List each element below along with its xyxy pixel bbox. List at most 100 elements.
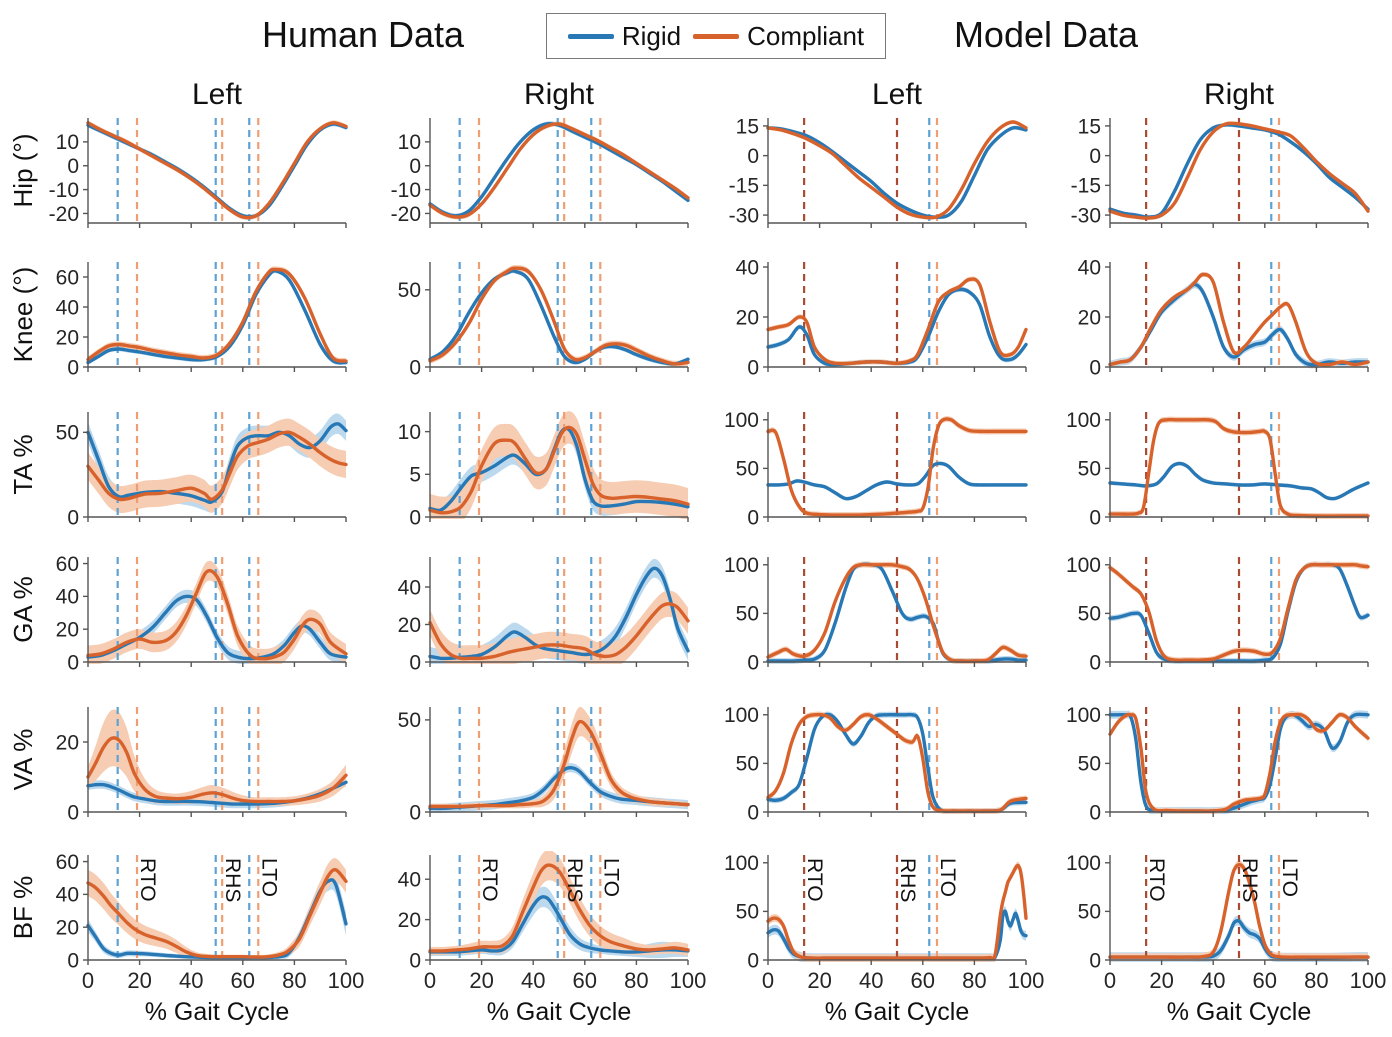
y-tick-label: 50 — [736, 901, 759, 924]
x-tick-label: 0 — [424, 968, 436, 993]
ga-model-left-compliant-band — [768, 561, 1026, 664]
y-tick-label: 10 — [56, 131, 79, 154]
y-tick-label: 15 — [736, 115, 759, 138]
bf-human-right-rigid-band — [430, 886, 688, 959]
row-label-ga: GA % — [8, 576, 38, 642]
x-tick-label: 60 — [573, 968, 597, 993]
x-tick-label: 40 — [1201, 968, 1225, 993]
subplot-va-model-right: 0 50 100 — [1066, 704, 1370, 824]
va-human-right-compliant-band — [430, 706, 688, 810]
bf-human-right-rigid-line — [428, 895, 690, 954]
y-tick-label: 50 — [1078, 901, 1101, 924]
y-tick-label: 20 — [56, 619, 79, 642]
ta-model-left-compliant-line — [766, 417, 1028, 517]
y-tick-label: 0 — [1089, 949, 1101, 972]
legend: Rigid Compliant — [546, 13, 886, 59]
y-tick-label: 100 — [724, 554, 759, 577]
subplot-ga-model-left: 0 50 100 — [724, 554, 1028, 674]
y-tick-label: 60 — [56, 553, 79, 576]
bf-human-right-compliant-band — [430, 851, 688, 956]
event-label-rto: RTO — [1145, 858, 1168, 902]
y-tick-label: -10 — [391, 179, 421, 202]
subplot-va-human-left: 0 20 VA % — [8, 707, 348, 824]
subplot-hip-human-right: 100-10-20 — [391, 118, 690, 228]
y-tick-label: -20 — [391, 203, 421, 226]
y-tick-label: -20 — [49, 203, 79, 226]
subplot-knee-model-left: 0 20 40 — [736, 256, 1028, 379]
knee-model-right-rigid-band — [1110, 280, 1368, 369]
hip-human-left-compliant-line — [86, 121, 348, 220]
x-tick-label: 40 — [179, 968, 203, 993]
event-label-lto: LTO — [1278, 858, 1301, 897]
subplot-ta-human-left: 0 50 TA % — [8, 412, 348, 529]
y-tick-label: 0 — [409, 651, 421, 674]
x-tick-label: 100 — [1350, 968, 1387, 993]
subplot-ga-human-left: 0 20 40 60 GA % — [8, 553, 348, 674]
x-tick-label: 0 — [1104, 968, 1116, 993]
x-tick-label: 60 — [911, 968, 935, 993]
ta-human-right-compliant-band — [430, 411, 688, 519]
x-tick-label: 80 — [962, 968, 986, 993]
hip-model-left-rigid-line — [766, 125, 1028, 219]
knee-human-left-compliant-line — [86, 267, 348, 363]
y-tick-label: 20 — [56, 917, 79, 940]
x-tick-label: 20 — [1149, 968, 1173, 993]
x-axis-label: % Gait Cycle — [1167, 998, 1311, 1026]
y-tick-label: 10 — [398, 131, 421, 154]
y-tick-label: 0 — [747, 506, 759, 529]
x-tick-label: 100 — [670, 968, 707, 993]
bf-human-left-compliant-band — [88, 858, 346, 960]
y-tick-label: 0 — [1089, 356, 1101, 379]
subplot-bf-human-right: 0 20 40 0 20 40 60 80 100 % Gait Cycle RTO RHS LTO — [398, 851, 706, 1026]
subplot-knee-human-left: 0 20 40 60 Knee (°) — [8, 262, 348, 379]
ta-model-right-compliant-line — [1108, 417, 1370, 518]
y-tick-label: 0 — [67, 949, 79, 972]
subplot-ta-model-left: 0 50 100 — [724, 409, 1028, 529]
y-tick-label: 100 — [724, 704, 759, 727]
y-tick-label: 50 — [56, 422, 79, 445]
knee-human-left-rigid-line — [86, 269, 348, 365]
va-model-left-compliant-line — [766, 712, 1028, 813]
y-tick-label: 20 — [398, 614, 421, 637]
event-label-rhs: RHS — [896, 858, 919, 902]
bf-model-right-compliant-line — [1108, 862, 1370, 959]
column-header-human-right: Right — [523, 78, 595, 111]
x-tick-label: 80 — [282, 968, 306, 993]
legend-label-rigid: Rigid — [621, 20, 682, 51]
y-tick-label: 50 — [1078, 603, 1101, 626]
subplot-hip-model-right: 15 0 -15 -30 — [1071, 115, 1370, 228]
ga-model-left-compliant-line — [766, 562, 1028, 663]
row-label-bf: BF % — [8, 876, 38, 940]
y-tick-label: 100 — [1066, 852, 1101, 875]
y-tick-label: 60 — [56, 851, 79, 874]
subplot-bf-model-right: 0 50 100 0 20 40 60 80 100 % Gait Cycle RTO RHS LTO — [1066, 852, 1386, 1026]
subplot-hip-model-left: 15 0 -15 -30 — [729, 115, 1028, 228]
ta-model-right-rigid-line — [1108, 461, 1370, 501]
x-tick-label: 20 — [469, 968, 493, 993]
y-tick-label: 15 — [1078, 115, 1101, 138]
event-label-rhs: RHS — [563, 858, 586, 902]
y-tick-label: 100 — [1066, 554, 1101, 577]
y-tick-label: -10 — [49, 179, 79, 202]
y-tick-label: 0 — [747, 949, 759, 972]
y-tick-label: 0 — [1089, 506, 1101, 529]
ta-model-left-rigid-line — [766, 461, 1028, 501]
row-label-knee: Knee (°) — [8, 267, 38, 363]
y-tick-label: 50 — [736, 458, 759, 481]
ga-human-right-compliant-line — [428, 602, 690, 661]
va-human-right-compliant-line — [428, 719, 690, 809]
y-tick-label: 50 — [398, 279, 421, 302]
subplot-va-model-left: 0 50 100 — [724, 704, 1028, 824]
column-header-model-right: Right — [1203, 78, 1275, 111]
ga-human-right-rigid-band — [430, 558, 688, 664]
bf-model-left-compliant-line — [766, 863, 1028, 961]
row-label-va: VA % — [8, 729, 38, 791]
hip-human-left-rigid-line — [86, 122, 348, 219]
hip-model-right-compliant-line — [1108, 121, 1370, 220]
event-label-rto: RTO — [478, 858, 501, 902]
ga-model-right-compliant-line — [1108, 562, 1370, 663]
x-tick-label: 80 — [1304, 968, 1328, 993]
y-tick-label: 50 — [736, 603, 759, 626]
bf-human-right-compliant-line — [428, 863, 690, 953]
event-label-rhs: RHS — [221, 858, 244, 902]
